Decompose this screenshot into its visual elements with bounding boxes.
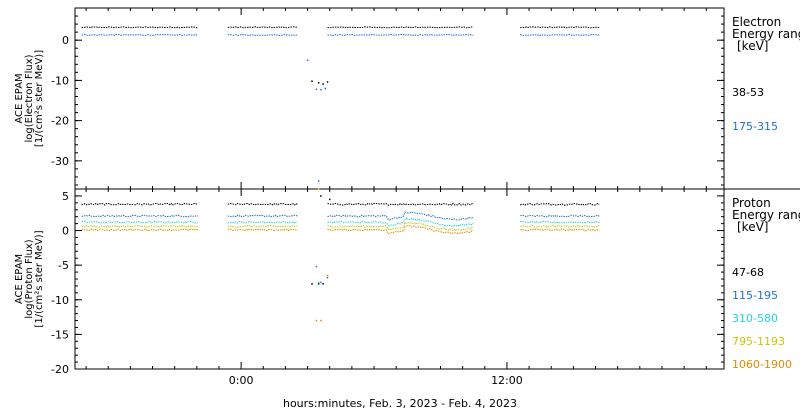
- xtick-label: 12:00: [491, 374, 523, 387]
- proton-legend-title: Energy range: [732, 208, 800, 222]
- electron-series-38-53-point: [326, 81, 329, 83]
- electron-series-38-53-segment: [81, 26, 199, 29]
- xtick-label: 0:00: [229, 374, 254, 387]
- proton-series-47-68-segment: [227, 202, 298, 206]
- proton-series-115-195-segment: [520, 214, 600, 218]
- proton-series-1060-1900-segment: [327, 225, 474, 235]
- proton-series-47-68-point: [328, 198, 331, 201]
- proton-series-115-195-point: [326, 276, 329, 279]
- electron-ytick-label: -30: [51, 155, 69, 168]
- proton-series-115-195-point: [315, 265, 318, 268]
- proton-legend-title: Proton: [732, 196, 771, 210]
- electron-series-38-53-point: [317, 82, 320, 84]
- proton-series-310-580-segment: [227, 220, 298, 224]
- proton-ytick-label: -15: [51, 328, 69, 341]
- electron-series-175-315-point: [320, 88, 322, 91]
- proton-series-47-68-point: [320, 195, 322, 197]
- proton-legend-47-68: 47-68: [732, 266, 764, 279]
- proton-series-795-1193-segment: [327, 221, 474, 232]
- proton-series-1060-1900-segment: [81, 228, 199, 232]
- electron-ylabel-line: log(Electron Flux): [24, 54, 35, 142]
- proton-series-47-68-point: [311, 283, 313, 285]
- proton-series-47-68-point: [317, 283, 320, 285]
- proton-legend-310-580: 310-580: [732, 312, 778, 325]
- proton-series-1060-1900-point: [315, 319, 318, 322]
- x-axis-label: hours:minutes, Feb. 3, 2023 - Feb. 4, 20…: [283, 397, 517, 410]
- proton-legend-1060-1900: 1060-1900: [732, 358, 792, 371]
- proton-series-795-1193-point: [317, 188, 320, 190]
- proton-ylabel-line: ACE EPAM: [14, 254, 25, 304]
- electron-series-38-53-point: [311, 80, 313, 82]
- proton-series-310-580-segment: [81, 220, 198, 224]
- proton-series-47-68-segment: [327, 202, 474, 206]
- electron-ylabel-line: [1/(cm²s ster MeV)]: [34, 50, 45, 147]
- proton-series-310-580-segment: [327, 217, 474, 227]
- electron-legend-title: Energy range: [732, 27, 800, 41]
- proton-series-47-68-segment: [520, 202, 600, 206]
- electron-series-175-315-segment: [519, 33, 600, 36]
- proton-series-115-195-point: [320, 281, 322, 284]
- proton-series-47-68-point: [322, 283, 324, 285]
- proton-series-47-68-segment: [81, 202, 199, 206]
- electron-series-175-315-point: [306, 59, 309, 62]
- proton-series-310-580-point: [317, 281, 320, 284]
- proton-series-795-1193-segment: [81, 224, 199, 228]
- proton-ytick-label: -5: [58, 259, 69, 272]
- electron-series-38-53-point: [322, 83, 324, 85]
- proton-series-310-580-segment: [519, 220, 600, 224]
- proton-series-115-195-segment: [227, 214, 298, 218]
- electron-series-175-315-segment: [227, 33, 298, 36]
- proton-series-1060-1900-segment: [520, 228, 600, 232]
- electron-series-175-315-segment: [327, 33, 474, 36]
- proton-series-1060-1900-segment: [227, 228, 298, 232]
- proton-series-1060-1900-point: [320, 319, 322, 322]
- proton-ylabel-line: log(Proton Flux): [24, 239, 35, 318]
- proton-legend-795-1193: 795-1193: [732, 335, 785, 348]
- electron-series-175-315-point: [317, 180, 320, 182]
- proton-ylabel-line: [1/(cm²s ster MeV)]: [34, 230, 45, 327]
- proton-series-795-1193-segment: [227, 224, 298, 228]
- electron-series-38-53-segment: [327, 26, 474, 29]
- electron-legend-title: Electron: [732, 15, 781, 29]
- electron-series-175-315-point: [315, 88, 318, 90]
- proton-ytick-label: -20: [51, 363, 69, 376]
- proton-series-795-1193-segment: [520, 224, 600, 228]
- electron-ytick-label: 0: [62, 34, 69, 47]
- electron-legend-175-315: 175-315: [732, 120, 778, 133]
- electron-ytick-label: -20: [51, 115, 69, 128]
- electron-series-38-53-segment: [227, 26, 298, 29]
- electron-ytick-label: -10: [51, 74, 69, 87]
- proton-ytick-label: 0: [62, 225, 69, 238]
- proton-series-115-195-segment: [81, 214, 199, 218]
- electron-series-175-315-point: [324, 87, 327, 90]
- proton-series-115-195-segment: [327, 211, 474, 221]
- electron-ylabel-line: ACE EPAM: [14, 73, 25, 123]
- electron-legend-title: [keV]: [737, 39, 768, 53]
- proton-ytick-label: 5: [62, 190, 69, 203]
- electron-series-175-315-segment: [81, 33, 198, 36]
- proton-ytick-label: -10: [51, 294, 69, 307]
- proton-legend-title: [keV]: [737, 220, 768, 234]
- electron-series-38-53-segment: [520, 26, 600, 29]
- proton-series-1060-1900-point: [326, 274, 329, 277]
- electron-legend-38-53: 38-53: [732, 86, 764, 99]
- proton-legend-115-195: 115-195: [732, 289, 778, 302]
